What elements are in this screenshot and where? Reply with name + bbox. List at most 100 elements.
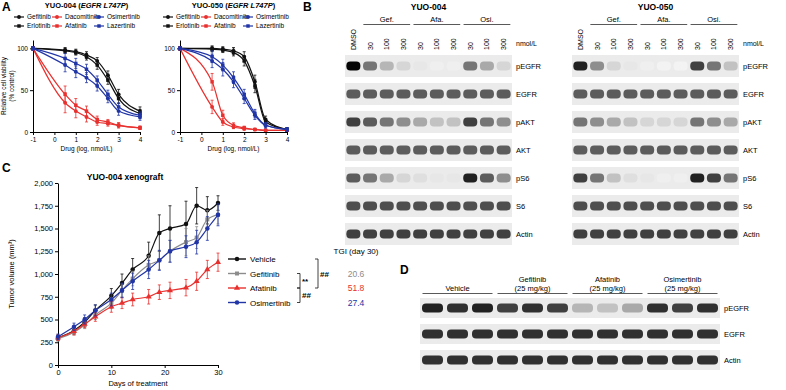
band	[497, 230, 511, 239]
error-bar	[106, 76, 109, 84]
marker	[184, 222, 189, 227]
band	[447, 304, 468, 313]
band	[573, 230, 587, 239]
marker	[210, 105, 214, 109]
band	[363, 62, 377, 71]
band	[547, 330, 568, 339]
marker	[95, 118, 98, 121]
tick: 100	[17, 45, 33, 52]
x-axis-title: Drug (log, nmol/L)	[207, 145, 259, 153]
group-rule	[423, 293, 493, 294]
row-label: EGFR	[724, 330, 745, 339]
tick-label: 2,000	[34, 179, 53, 188]
marker	[95, 63, 98, 66]
blot-strip	[345, 111, 512, 133]
series-line	[33, 48, 140, 127]
error-bar	[232, 49, 235, 56]
band	[707, 202, 721, 211]
blot: YUO-050DMSO301003003010030030100300Gef.A…	[572, 2, 769, 245]
band	[707, 174, 721, 183]
error-bar	[139, 126, 142, 129]
group-rule	[498, 293, 568, 294]
legend-marker	[234, 284, 240, 289]
marker	[72, 325, 77, 330]
error-bar	[221, 59, 224, 71]
marker	[232, 76, 235, 79]
error-bar	[147, 260, 150, 278]
marker	[264, 128, 268, 132]
band	[674, 230, 688, 239]
marker	[146, 267, 151, 272]
band	[497, 118, 511, 127]
marker	[216, 213, 220, 217]
band	[396, 230, 410, 239]
legend-label: Lazertinib	[256, 22, 285, 29]
error-bar	[121, 283, 124, 298]
tick: 0	[171, 129, 180, 136]
error-bar	[221, 47, 224, 52]
band	[724, 174, 738, 183]
blot-strip	[420, 350, 720, 370]
tick: 1	[221, 132, 225, 143]
band	[623, 202, 637, 211]
tick: 50	[21, 87, 33, 94]
tick: 250	[40, 338, 58, 347]
marker	[253, 128, 256, 131]
group-label: Gefitinib	[519, 275, 547, 284]
marker	[156, 289, 162, 294]
error-bar	[211, 73, 214, 90]
group-rule	[691, 24, 738, 25]
error-bar	[121, 284, 124, 297]
tick-label: 20	[161, 368, 169, 377]
band	[690, 118, 704, 127]
error-bar	[264, 123, 267, 128]
legend-entry: Dacomitinib	[201, 13, 248, 20]
lane-label: 300	[627, 38, 634, 50]
legend-marker	[204, 15, 208, 19]
blot-strip	[420, 324, 720, 344]
blot-strip	[345, 167, 512, 189]
legend-entry: Lazertinib	[94, 22, 136, 29]
lane-label: 100	[660, 38, 667, 50]
axis-line	[34, 132, 141, 133]
marker	[178, 46, 182, 50]
blot-strip	[572, 139, 739, 161]
axis-line	[33, 41, 34, 133]
band	[430, 202, 444, 211]
marker	[194, 278, 200, 283]
error-bar	[94, 305, 97, 316]
error-bar	[73, 323, 76, 330]
band	[657, 146, 671, 155]
error-bar	[286, 128, 289, 131]
lane-label: DMSO	[577, 28, 584, 50]
y-axis-title: (% control)	[8, 70, 16, 101]
lane-label: 30	[367, 42, 374, 50]
legend-marker	[204, 24, 207, 27]
band	[422, 330, 443, 339]
tick-label: 4	[286, 136, 290, 143]
band	[363, 90, 377, 99]
band	[697, 330, 718, 339]
group-label: Gef.	[607, 15, 621, 24]
band	[363, 202, 377, 211]
marker	[253, 112, 256, 115]
band	[640, 62, 654, 71]
y-axis: 050100	[164, 41, 180, 136]
y-axis-title: Tumor volume (mm³)	[7, 239, 16, 309]
series-line	[180, 48, 287, 130]
row-label: EGFR	[743, 90, 764, 99]
marker	[117, 97, 120, 100]
plot-area	[178, 46, 289, 132]
marker	[178, 46, 182, 50]
tick-label: 2	[243, 136, 247, 143]
band	[396, 118, 410, 127]
error-bar	[179, 47, 182, 50]
row-label: pEGFR	[724, 304, 750, 313]
marker	[74, 62, 77, 65]
band	[607, 202, 621, 211]
tick-mark	[55, 229, 58, 230]
band	[463, 230, 477, 239]
tick-label: 1,250	[34, 247, 53, 256]
marker	[285, 128, 289, 132]
band	[724, 118, 738, 127]
